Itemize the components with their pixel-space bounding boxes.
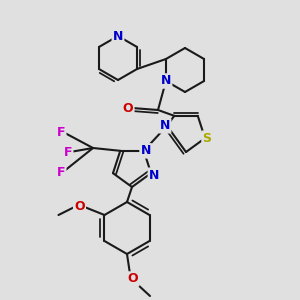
Text: O: O <box>74 200 85 212</box>
Text: N: N <box>113 29 123 43</box>
Text: S: S <box>202 132 211 145</box>
Text: F: F <box>57 125 65 139</box>
Text: N: N <box>141 144 151 157</box>
Text: O: O <box>128 272 138 286</box>
Text: N: N <box>160 119 170 132</box>
Text: N: N <box>149 169 159 182</box>
Text: F: F <box>57 166 65 178</box>
Text: N: N <box>161 74 171 88</box>
Text: F: F <box>64 146 72 158</box>
Text: O: O <box>123 101 133 115</box>
